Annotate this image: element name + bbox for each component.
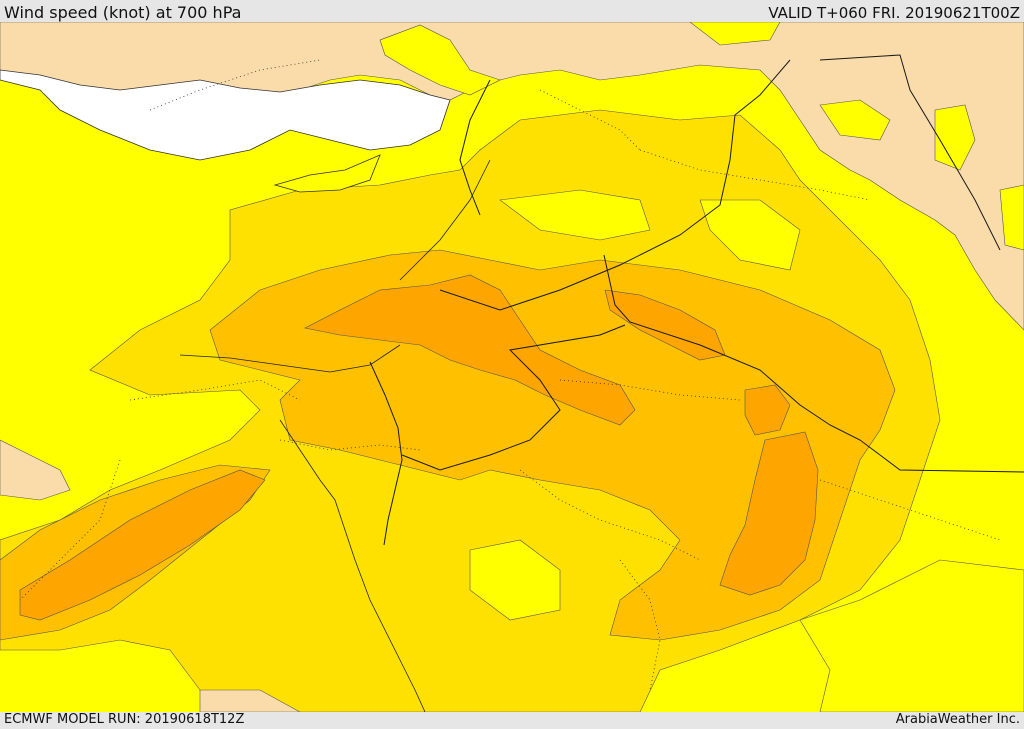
band-3-area (209, 249, 896, 641)
sea-area (0, 69, 451, 161)
land-southwest (0, 439, 71, 501)
band-4-area-c (744, 384, 791, 436)
band-patch-north-3 (934, 104, 976, 171)
wind-speed-map (0, 22, 1024, 712)
band-4-area-d (719, 431, 819, 596)
band-4-area-b (604, 289, 726, 361)
coastline-red-sea (279, 419, 426, 712)
model-run-label: ECMWF MODEL RUN: 20190618T12Z (4, 712, 245, 727)
coastline-levant (399, 159, 491, 281)
valid-time: VALID T+060 FRI. 20190621T00Z (768, 4, 1020, 22)
footer-bar: ECMWF MODEL RUN: 20190618T12Z ArabiaWeat… (0, 712, 1024, 729)
coastline-mediterranean (179, 344, 401, 373)
admin-boundaries (19, 59, 1001, 691)
country-borders (369, 54, 1024, 546)
credit-label: ArabiaWeather Inc. (895, 712, 1020, 727)
island (273, 154, 381, 193)
band-patch-north-4 (689, 22, 781, 46)
band-1-hole-a (499, 189, 651, 241)
band-1-hole-c (469, 539, 561, 621)
header-bar: Wind speed (knot) at 700 hPa VALID T+060… (0, 0, 1024, 22)
band-patch-north-2 (819, 99, 891, 141)
band-1-hole-b (699, 199, 801, 271)
band-patch-north-1 (379, 24, 501, 96)
map-title: Wind speed (knot) at 700 hPa (4, 3, 242, 22)
band-1-hole-d (799, 559, 1024, 712)
band-4-sw (19, 469, 266, 621)
band-patch-north-5 (999, 184, 1024, 251)
band-4-area-a (304, 274, 636, 426)
